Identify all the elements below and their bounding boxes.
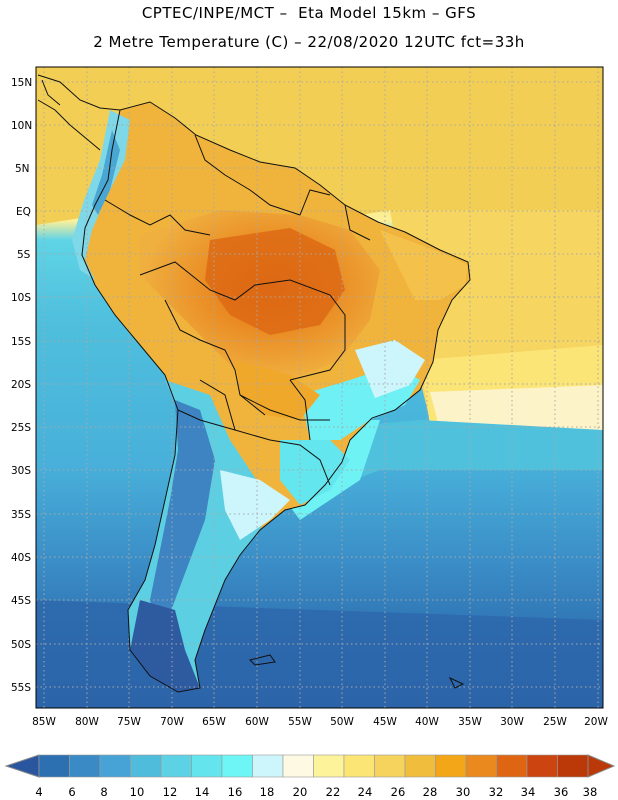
lon-label: 80W — [75, 716, 99, 728]
lon-label: 65W — [202, 716, 226, 728]
colorbar-label: 24 — [358, 785, 373, 799]
colorbar-label: 30 — [456, 785, 471, 799]
colorbar-swatch — [221, 754, 253, 778]
colorbar-swatch — [252, 754, 284, 778]
colorbar-label: 38 — [583, 785, 598, 799]
colorbar-label: 18 — [260, 785, 275, 799]
lon-label: 40W — [415, 716, 439, 728]
colorbar-swatch — [130, 754, 162, 778]
lat-label: EQ — [16, 206, 31, 218]
lon-label: 85W — [32, 716, 56, 728]
lat-label: 15S — [11, 336, 31, 348]
lon-label: 75W — [117, 716, 141, 728]
latitude-labels: 15N 10N 5N EQ 5S 10S 15S 20S 25S 30S 35S… — [11, 77, 32, 694]
colorbar-swatch — [526, 754, 558, 778]
lat-label: 5N — [15, 163, 30, 175]
colorbar-label: 12 — [163, 785, 178, 799]
lon-label: 55W — [288, 716, 312, 728]
lat-label: 20S — [11, 379, 31, 391]
colorbar-swatch — [99, 754, 131, 778]
temperature-field — [36, 67, 603, 708]
map-frame — [35, 66, 604, 709]
colorbar-swatch — [313, 754, 345, 778]
colorbar-label: 28 — [423, 785, 438, 799]
colorbar-label: 36 — [554, 785, 569, 799]
colorbar-label: 34 — [521, 785, 536, 799]
lon-label: 35W — [458, 716, 482, 728]
lat-label: 40S — [11, 552, 31, 564]
lat-label: 30S — [11, 465, 31, 477]
map-title-line-2: 2 Metre Temperature (C) – 22/08/2020 12U… — [93, 33, 525, 51]
longitude-labels: 85W 80W 75W 70W 65W 60W 55W 50W 45W 40W … — [32, 716, 608, 728]
colorbar-labels: 4 6 8 10 12 14 16 18 20 22 24 26 28 30 3… — [35, 785, 597, 799]
lat-label: 5S — [17, 249, 31, 261]
colorbar-label: 32 — [489, 785, 504, 799]
colorbar-swatch — [343, 754, 375, 778]
lon-label: 25W — [543, 716, 567, 728]
colorbar-label: 16 — [228, 785, 243, 799]
lat-label: 25S — [11, 422, 31, 434]
lat-label: 50S — [11, 639, 31, 651]
colorbar-swatch — [496, 754, 528, 778]
colorbar-label: 8 — [100, 785, 107, 799]
colorbar-label: 6 — [68, 785, 75, 799]
colorbar-label: 4 — [35, 785, 42, 799]
colorbar-swatch — [435, 754, 467, 778]
lat-label: 10S — [11, 292, 31, 304]
colorbar-arrow-high — [587, 754, 616, 778]
lon-label: 60W — [245, 716, 269, 728]
colorbar-swatch — [465, 754, 497, 778]
lon-label: 45W — [373, 716, 397, 728]
colorbar-swatch — [38, 754, 70, 778]
lat-label: 15N — [11, 77, 32, 89]
colorbar-swatch — [191, 754, 223, 778]
colorbar-label: 20 — [293, 785, 308, 799]
graticule-grid — [36, 67, 603, 708]
lat-label: 45S — [11, 595, 31, 607]
lat-label: 10N — [11, 120, 32, 132]
country-borders — [37, 74, 471, 693]
colorbar-swatch — [282, 754, 314, 778]
lon-label: 20W — [584, 716, 608, 728]
lon-label: 70W — [160, 716, 184, 728]
colorbar-label: 22 — [326, 785, 341, 799]
colorbar-label: 10 — [130, 785, 145, 799]
colorbar-swatch — [160, 754, 192, 778]
colorbar — [4, 754, 616, 778]
lon-label: 50W — [330, 716, 354, 728]
colorbar-label: 14 — [195, 785, 210, 799]
colorbar-arrow-low — [4, 754, 40, 778]
colorbar-label: 26 — [391, 785, 406, 799]
map-title-line-1: CPTEC/INPE/MCT – Eta Model 15km – GFS — [141, 4, 477, 22]
lon-label: 30W — [500, 716, 524, 728]
colorbar-swatch — [557, 754, 589, 778]
lat-label: 55S — [11, 682, 31, 694]
lat-label: 35S — [11, 509, 31, 521]
colorbar-swatch — [404, 754, 436, 778]
colorbar-swatch — [374, 754, 406, 778]
colorbar-swatch — [69, 754, 101, 778]
